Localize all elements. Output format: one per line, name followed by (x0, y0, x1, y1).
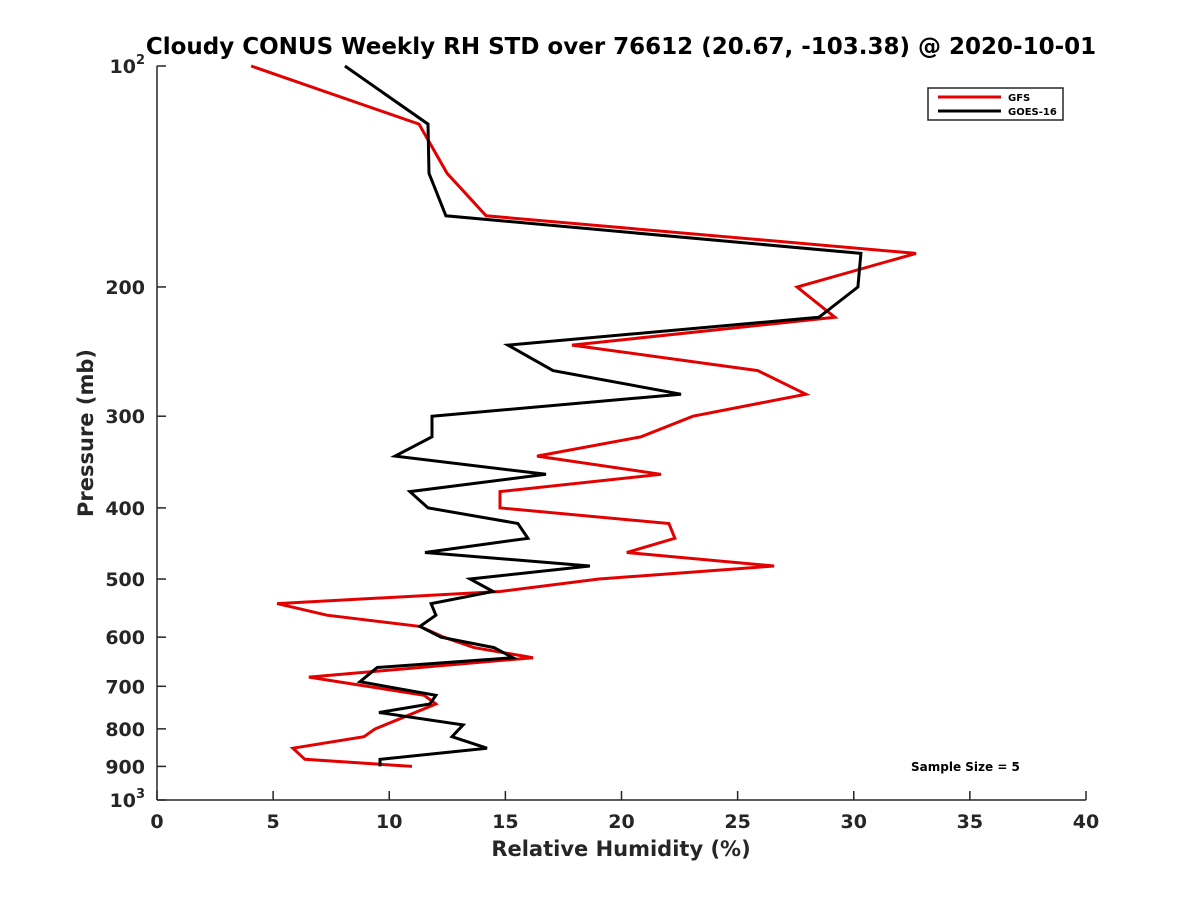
x-tick-label: 20 (608, 811, 634, 833)
series-layer (250, 64, 917, 768)
y-tick-label: 600 (105, 627, 145, 649)
y-tick-label: 400 (105, 498, 145, 520)
y-tick-base: 10 (110, 56, 136, 78)
y-tick-base: 400 (105, 498, 145, 520)
x-tick-label: 40 (1073, 811, 1099, 833)
y-tick-base: 900 (105, 756, 145, 778)
x-axis-label: Relative Humidity (%) (491, 837, 750, 861)
y-tick-exponent: 3 (136, 787, 145, 802)
y-tick-label: 200 (105, 277, 145, 299)
y-tick-base: 800 (105, 719, 145, 741)
x-tick-label: 0 (150, 811, 163, 833)
chart-title: Cloudy CONUS Weekly RH STD over 76612 (2… (146, 34, 1096, 60)
y-tick-exponent: 2 (136, 53, 145, 68)
y-tick-label: 700 (105, 676, 145, 698)
legend[interactable]: GFS GOES-16 (927, 87, 1064, 121)
y-tick-label: 103 (110, 787, 146, 812)
y-tick-label: 900 (105, 756, 145, 778)
y-tick-base: 700 (105, 676, 145, 698)
x-tick-label: 10 (376, 811, 402, 833)
x-tick-label: 35 (957, 811, 983, 833)
axes (156, 66, 1086, 801)
legend-box (927, 87, 1064, 121)
y-tick-label: 800 (105, 719, 145, 741)
legend-label-goes16: GOES-16 (1008, 107, 1057, 118)
y-tick-base: 600 (105, 627, 145, 649)
x-ticks: 0 5 10 15 20 25 30 35 40 (150, 791, 1099, 833)
x-tick-label: 30 (841, 811, 867, 833)
y-tick-label: 102 (110, 53, 146, 78)
y-tick-label: 300 (105, 406, 145, 428)
y-tick-base: 10 (110, 790, 136, 812)
y-axis-label: Pressure (mb) (74, 349, 98, 517)
y-tick-base: 300 (105, 406, 145, 428)
x-tick-label: 15 (492, 811, 518, 833)
x-tick-label: 25 (724, 811, 750, 833)
y-tick-label: 500 (105, 569, 145, 591)
legend-label-gfs: GFS (1008, 93, 1030, 104)
sample-size-annotation: Sample Size = 5 (911, 760, 1020, 774)
y-tick-base: 200 (105, 277, 145, 299)
y-tick-base: 500 (105, 569, 145, 591)
series-line-goes16 (344, 64, 863, 767)
x-tick-label: 5 (267, 811, 280, 833)
series-line-gfs (250, 64, 917, 768)
